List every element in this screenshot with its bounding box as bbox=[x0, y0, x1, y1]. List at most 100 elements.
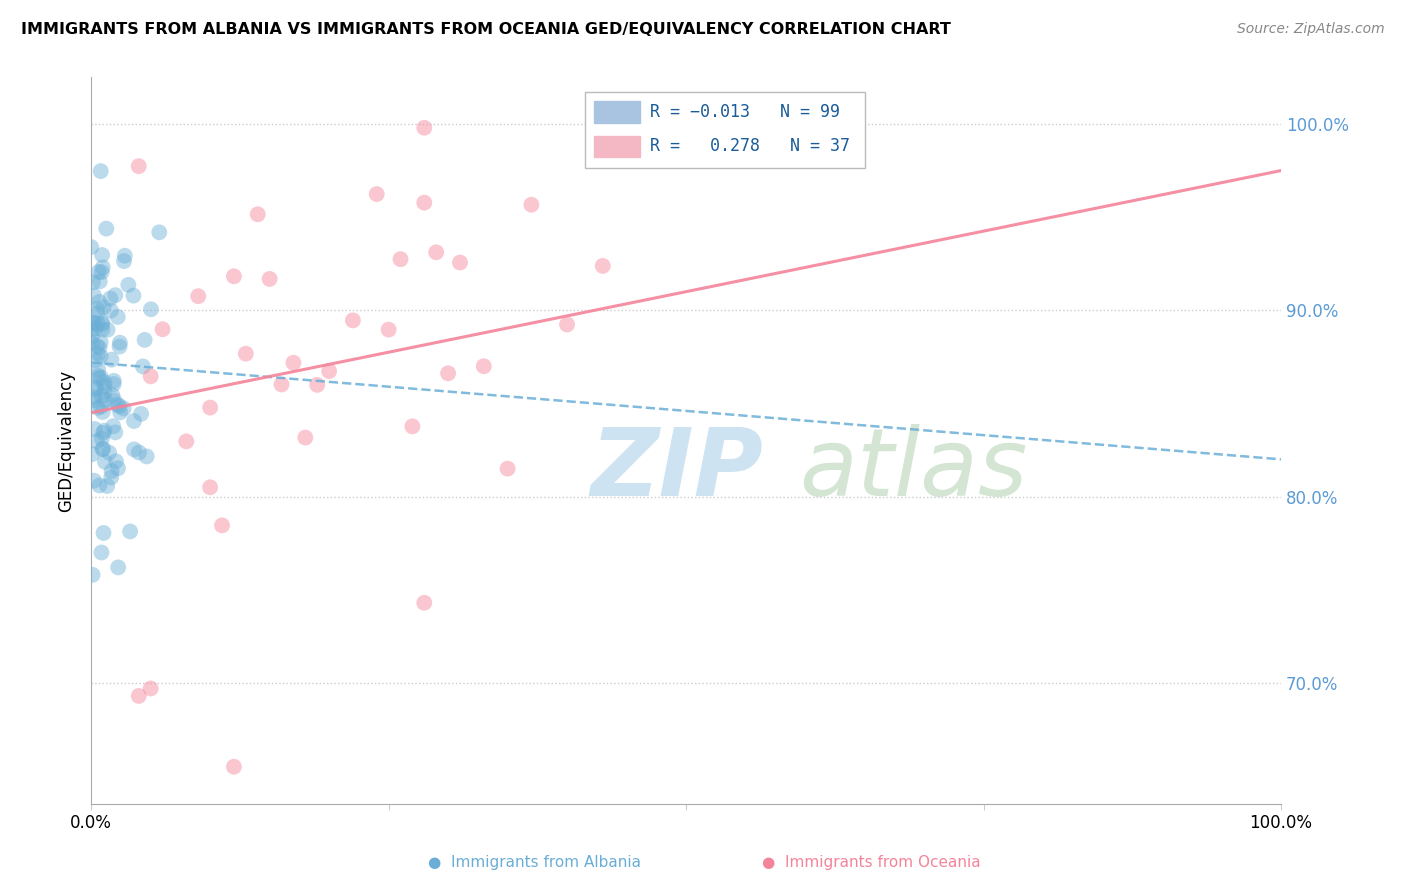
Point bbox=[401, 419, 423, 434]
Point bbox=[104, 288, 127, 302]
Point bbox=[734, 145, 756, 159]
Point bbox=[148, 225, 170, 239]
Point bbox=[89, 294, 111, 309]
Point bbox=[134, 333, 156, 347]
Point bbox=[80, 240, 103, 254]
Point bbox=[117, 277, 139, 292]
Point bbox=[83, 390, 105, 404]
Text: R = −0.013   N = 99: R = −0.013 N = 99 bbox=[651, 103, 841, 121]
Point bbox=[93, 424, 115, 438]
Point bbox=[91, 442, 114, 456]
Point bbox=[307, 377, 329, 392]
Point bbox=[87, 362, 110, 376]
Point bbox=[89, 478, 111, 492]
Point bbox=[366, 187, 388, 202]
Point bbox=[91, 425, 114, 440]
Point bbox=[89, 275, 111, 289]
Point bbox=[377, 323, 399, 337]
Point bbox=[90, 370, 112, 384]
Point bbox=[82, 447, 104, 461]
Point bbox=[82, 316, 104, 330]
Point bbox=[90, 400, 112, 414]
Point bbox=[592, 259, 614, 273]
Point bbox=[90, 164, 112, 178]
Point bbox=[259, 272, 281, 286]
Point bbox=[139, 302, 162, 317]
Point bbox=[87, 401, 110, 415]
Point bbox=[129, 407, 152, 421]
Y-axis label: GED/Equivalency: GED/Equivalency bbox=[58, 369, 75, 512]
Text: IMMIGRANTS FROM ALBANIA VS IMMIGRANTS FROM OCEANIA GED/EQUIVALENCY CORRELATION C: IMMIGRANTS FROM ALBANIA VS IMMIGRANTS FR… bbox=[21, 22, 950, 37]
Point bbox=[100, 464, 122, 478]
Point bbox=[107, 560, 129, 574]
Point bbox=[83, 422, 105, 436]
Point bbox=[91, 260, 114, 275]
Point bbox=[108, 335, 131, 350]
Point bbox=[83, 393, 105, 408]
Point bbox=[96, 221, 118, 235]
Point bbox=[104, 454, 127, 468]
Point bbox=[103, 419, 125, 434]
Point bbox=[108, 399, 131, 413]
Point bbox=[103, 393, 125, 408]
Point bbox=[104, 425, 127, 440]
Point bbox=[93, 300, 115, 314]
Point bbox=[449, 255, 471, 269]
Point bbox=[91, 442, 114, 456]
Point bbox=[122, 288, 145, 302]
Point bbox=[135, 450, 157, 464]
Point bbox=[94, 455, 117, 469]
Point bbox=[294, 431, 316, 445]
Point bbox=[90, 349, 112, 363]
Text: Source: ZipAtlas.com: Source: ZipAtlas.com bbox=[1237, 22, 1385, 37]
Point bbox=[187, 289, 209, 303]
Point bbox=[80, 322, 103, 336]
Point bbox=[114, 249, 136, 263]
Point bbox=[128, 445, 150, 459]
Point bbox=[222, 760, 245, 774]
Point bbox=[555, 318, 578, 332]
Point bbox=[86, 317, 108, 331]
Point bbox=[413, 195, 436, 210]
Bar bbox=[595, 102, 640, 123]
Point bbox=[198, 401, 221, 415]
Text: atlas: atlas bbox=[799, 425, 1028, 516]
Point bbox=[120, 524, 142, 539]
Point bbox=[413, 596, 436, 610]
Point bbox=[152, 322, 174, 336]
Point bbox=[198, 480, 221, 494]
Point bbox=[93, 525, 115, 540]
Point bbox=[112, 254, 135, 268]
Point bbox=[84, 353, 107, 368]
Text: ZIP: ZIP bbox=[591, 424, 763, 516]
Point bbox=[425, 245, 447, 260]
Point bbox=[176, 434, 198, 449]
Point bbox=[107, 310, 129, 324]
Point bbox=[96, 323, 118, 337]
Point bbox=[100, 470, 122, 484]
Point bbox=[246, 207, 269, 221]
Point bbox=[91, 322, 114, 336]
Point bbox=[122, 442, 145, 457]
Point bbox=[83, 288, 105, 302]
Point bbox=[235, 346, 257, 360]
Point bbox=[128, 159, 150, 173]
Point bbox=[112, 401, 135, 416]
Point bbox=[87, 368, 110, 383]
Point bbox=[91, 317, 114, 331]
Point bbox=[87, 346, 110, 360]
Point bbox=[82, 328, 104, 343]
Point bbox=[82, 276, 104, 290]
Point bbox=[222, 269, 245, 284]
Point bbox=[87, 371, 110, 385]
Text: ●  Immigrants from Oceania: ● Immigrants from Oceania bbox=[762, 855, 981, 870]
Point bbox=[100, 303, 122, 318]
Point bbox=[80, 336, 103, 351]
Point bbox=[132, 359, 155, 374]
Point bbox=[103, 374, 125, 388]
Point bbox=[86, 339, 108, 353]
Point bbox=[100, 352, 122, 367]
Point bbox=[91, 316, 114, 330]
Point bbox=[128, 689, 150, 703]
Point bbox=[342, 313, 364, 327]
